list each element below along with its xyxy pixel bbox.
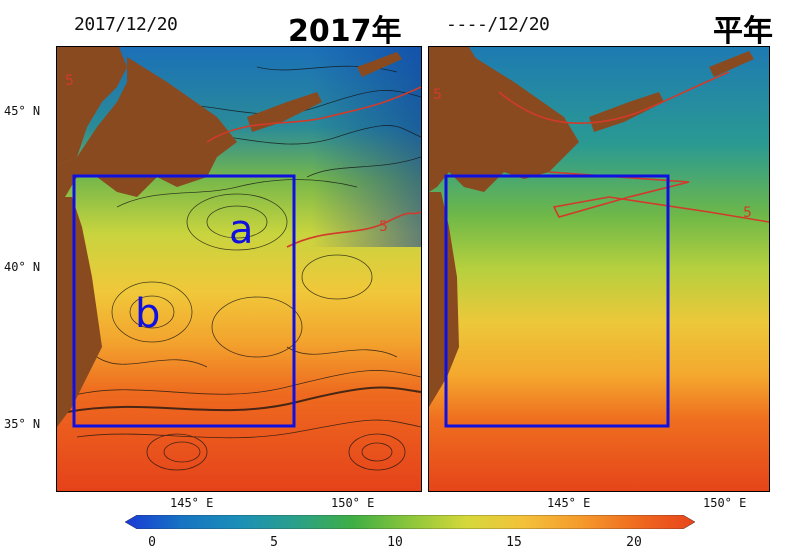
contour-label: 5	[743, 205, 752, 221]
longitude-label: 145° E	[170, 496, 214, 510]
colorbar-tick-label: 5	[270, 535, 278, 550]
left-date-label: 2017/12/20	[74, 14, 178, 35]
region-a-label: a	[229, 207, 254, 253]
latitude-label: 40° N	[4, 260, 41, 274]
colorbar-tick-label: 15	[506, 535, 522, 550]
contour-label: 5	[65, 73, 74, 89]
left-title: 2017年	[288, 14, 402, 49]
land-mass	[429, 47, 754, 407]
latitude-label: 45° N	[4, 104, 41, 118]
colorbar-tick-label: 10	[387, 535, 403, 550]
longitude-label: 145° E	[547, 496, 591, 510]
contour-label: 5	[379, 219, 388, 235]
analysis-box	[72, 174, 296, 428]
colorbar	[125, 515, 695, 529]
region-b-label: b	[135, 291, 160, 337]
analysis-box	[444, 174, 670, 428]
right-map-panel: 5 5	[428, 46, 770, 492]
contour-label: 5	[433, 87, 442, 103]
right-title: 平年	[713, 14, 773, 49]
isotherm-contour	[498, 71, 730, 125]
colorbar-tick-label: 0	[148, 535, 156, 550]
latitude-label: 35° N	[4, 417, 41, 431]
left-map-panel: 5 5 a b	[56, 46, 422, 492]
isotherm-contour	[206, 86, 421, 143]
left-sst-map: 5 5 a b	[57, 47, 421, 491]
colorbar-tick-label: 20	[626, 535, 642, 550]
right-sst-map: 5 5	[429, 47, 769, 491]
right-date-label: ----/12/20	[446, 14, 550, 35]
longitude-label: 150° E	[703, 496, 747, 510]
longitude-label: 150° E	[331, 496, 375, 510]
land-mass	[57, 47, 402, 427]
